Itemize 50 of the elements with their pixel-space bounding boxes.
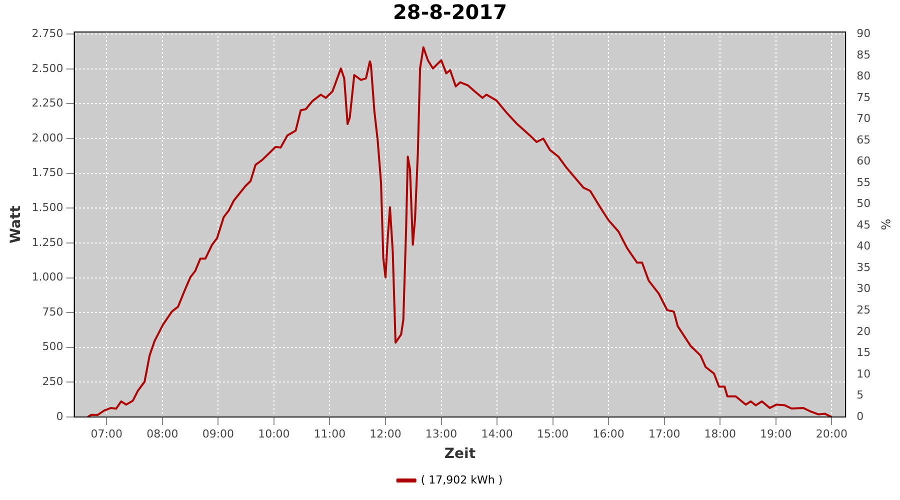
y-tick-label: 2.250 [32, 96, 64, 110]
y2-tick-label: 45 [856, 218, 871, 232]
y-tick-label: 1.250 [32, 236, 64, 249]
legend-label: ( 17,902 kWh ) [420, 473, 503, 486]
y2-tick-label: 5 [856, 388, 864, 402]
y2-tick-label: 35 [856, 260, 871, 274]
y2-tick-label: 40 [856, 240, 871, 253]
y-tick-label: 2.000 [32, 131, 64, 144]
x-tick-label: 15:00 [536, 427, 569, 440]
y-tick-label: 1.500 [32, 201, 64, 214]
y-tick-label: 250 [42, 375, 64, 388]
y2-tick-label: 85 [856, 48, 871, 62]
x-tick-label: 16:00 [592, 427, 624, 440]
x-tick-label: 10:00 [258, 427, 290, 440]
y2-tick-label: 50 [856, 197, 871, 210]
y-tick-label: 500 [42, 340, 64, 354]
y2-tick-label: 55 [856, 176, 871, 189]
x-tick-label: 13:00 [425, 427, 458, 440]
y-axis-title: Watt [8, 205, 24, 244]
y2-tick-label: 60 [856, 154, 871, 168]
y-tick-label: 750 [42, 305, 64, 318]
y2-tick-label: 25 [856, 304, 871, 317]
y2-tick-label: 0 [856, 410, 864, 423]
y2-tick-label: 20 [856, 324, 871, 338]
y-tick-label: 2.500 [32, 62, 64, 75]
x-tick-label: 11:00 [314, 427, 346, 440]
y-tick-label: 1.000 [32, 270, 64, 284]
y2-tick-label: 65 [856, 133, 871, 146]
x-tick-label: 12:00 [370, 427, 402, 440]
x-axis-title: Zeit [444, 446, 476, 462]
x-tick-label: 08:00 [146, 427, 178, 440]
y2-tick-label: 80 [856, 70, 871, 83]
chart-title: 28-8-2017 [392, 0, 508, 24]
x-tick-label: 09:00 [202, 427, 234, 440]
x-tick-label: 07:00 [90, 427, 122, 440]
y2-axis-title: % [878, 218, 893, 230]
y-tick-label: 1.750 [32, 166, 64, 180]
x-tick-label: 14:00 [481, 427, 513, 440]
y2-tick-label: 75 [856, 90, 871, 104]
y2-tick-label: 30 [856, 282, 871, 296]
y2-tick-label: 70 [856, 112, 871, 126]
x-tick-label: 18:00 [704, 427, 736, 440]
y2-tick-label: 10 [856, 367, 871, 380]
x-tick-label: 20:00 [816, 427, 848, 440]
y2-tick-label: 90 [856, 26, 871, 40]
y-tick-label: 0 [56, 410, 64, 423]
x-tick-label: 17:00 [648, 427, 680, 440]
y2-tick-label: 15 [856, 346, 871, 360]
y-tick-label: 2.750 [32, 26, 64, 40]
x-tick-label: 19:00 [760, 427, 792, 440]
